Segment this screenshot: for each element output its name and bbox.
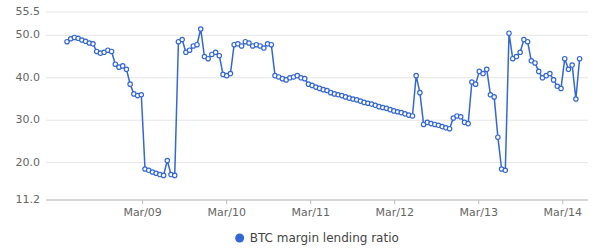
point: [121, 64, 125, 68]
grid-line: [46, 162, 588, 163]
point: [217, 54, 221, 58]
y-tick-labels: 11.2 20.0 30.0 40.0 50.0 55.5: [16, 5, 41, 206]
x-tick: [394, 200, 395, 204]
point: [269, 42, 273, 46]
point: [525, 40, 529, 44]
point: [124, 67, 128, 71]
point: [485, 67, 489, 71]
x-tick-labels: Mar/09 Mar/10 Mar/11 Mar/12 Mar/13 Mar/14: [123, 200, 582, 219]
point: [91, 42, 95, 46]
point: [473, 82, 477, 86]
series-line: [67, 29, 580, 175]
point: [187, 48, 191, 52]
point: [492, 95, 496, 99]
x-tick-label: Mar/10: [207, 206, 245, 219]
y-tick-label: 40.0: [16, 71, 41, 84]
y-tick-label: 55.5: [16, 5, 41, 18]
point: [195, 42, 199, 46]
point: [109, 49, 113, 53]
point: [548, 71, 552, 75]
x-tick: [562, 200, 563, 204]
x-tick: [142, 200, 143, 204]
x-tick-label: Mar/14: [544, 206, 582, 219]
point: [173, 173, 177, 177]
point: [410, 114, 414, 118]
point: [570, 63, 574, 67]
point: [533, 61, 537, 65]
point: [459, 115, 463, 119]
y-tick-label: 30.0: [16, 113, 41, 126]
point: [537, 69, 541, 73]
point: [228, 71, 232, 75]
y-tick-label: 50.0: [16, 28, 41, 41]
point: [239, 44, 243, 48]
point: [180, 37, 184, 41]
x-tick-label: Mar/09: [123, 206, 161, 219]
legend: BTC margin lending ratio: [235, 231, 399, 245]
y-tick-label: 20.0: [16, 156, 41, 169]
point: [507, 31, 511, 35]
point: [551, 78, 555, 82]
x-tick-label: Mar/13: [460, 206, 498, 219]
chart: 11.220.030.040.050.055.5Mar/09Mar/10Mar/…: [0, 0, 600, 252]
y-grid: [46, 12, 588, 200]
point: [213, 50, 217, 54]
point: [128, 82, 132, 86]
point: [503, 168, 507, 172]
x-axis-line: [46, 200, 588, 201]
x-tick-label: Mar/11: [291, 206, 329, 219]
plot-area: [65, 27, 582, 178]
legend-item: BTC margin lending ratio: [235, 231, 399, 245]
point: [563, 56, 567, 60]
point: [574, 97, 578, 101]
point: [262, 46, 266, 50]
point: [559, 86, 563, 90]
point: [496, 135, 500, 139]
point: [466, 121, 470, 125]
x-tick: [226, 200, 227, 204]
point: [514, 54, 518, 58]
grid-line: [46, 77, 588, 78]
point: [303, 76, 307, 80]
grid-line: [46, 200, 588, 201]
x-tick-label: Mar/12: [375, 206, 413, 219]
point: [414, 73, 418, 77]
point: [206, 56, 210, 60]
grid-line: [46, 12, 588, 13]
point: [161, 173, 165, 177]
point: [447, 127, 451, 131]
point: [418, 90, 422, 94]
y-tick-label: 11.2: [16, 193, 41, 206]
point: [481, 71, 485, 75]
x-tick: [478, 200, 479, 204]
point: [518, 50, 522, 54]
grid-line: [46, 35, 588, 36]
point: [577, 56, 581, 60]
legend-swatch: [235, 234, 244, 243]
legend-label: BTC margin lending ratio: [250, 231, 399, 245]
point: [199, 27, 203, 31]
point: [139, 93, 143, 97]
x-tick: [310, 200, 311, 204]
point: [566, 67, 570, 71]
point: [165, 158, 169, 162]
